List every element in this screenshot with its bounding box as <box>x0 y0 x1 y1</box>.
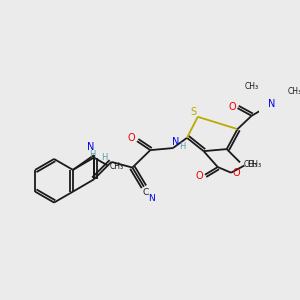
Text: CH₃: CH₃ <box>110 162 124 171</box>
Text: H: H <box>179 142 186 151</box>
Text: S: S <box>190 107 196 117</box>
Text: O: O <box>128 133 135 143</box>
Text: H: H <box>101 153 107 162</box>
Text: N: N <box>172 137 179 147</box>
Text: CH₃: CH₃ <box>248 160 262 169</box>
Text: CH₃: CH₃ <box>243 160 257 169</box>
Text: CH₃: CH₃ <box>287 87 300 96</box>
Text: O: O <box>228 102 236 112</box>
Text: CH₃: CH₃ <box>244 82 259 91</box>
Text: O: O <box>233 168 241 178</box>
Text: H: H <box>89 150 96 159</box>
Text: N: N <box>148 194 154 203</box>
Text: O: O <box>196 171 203 181</box>
Text: N: N <box>87 142 94 152</box>
Text: C: C <box>143 188 149 197</box>
Text: N: N <box>268 99 275 109</box>
